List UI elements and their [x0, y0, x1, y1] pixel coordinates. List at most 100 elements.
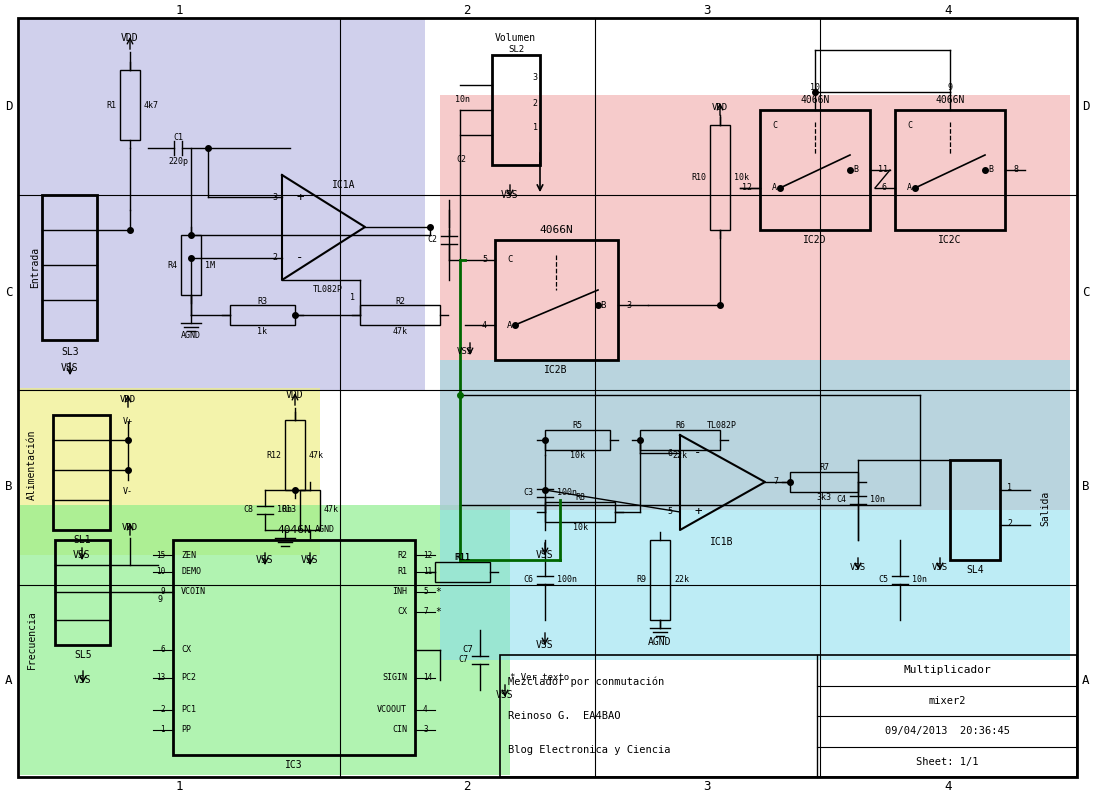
Text: 9: 9: [947, 83, 953, 92]
Text: PP: PP: [181, 726, 191, 735]
Text: C2: C2: [427, 235, 437, 245]
Text: PC2: PC2: [181, 673, 196, 682]
Text: VDD: VDD: [122, 523, 138, 533]
Text: CX: CX: [181, 646, 191, 654]
Text: R6: R6: [675, 421, 685, 431]
Bar: [435, 562, 489, 582]
Text: R8: R8: [575, 494, 585, 502]
Text: 5: 5: [482, 255, 487, 265]
Bar: [285, 420, 306, 490]
Text: IC3: IC3: [285, 760, 303, 770]
Text: 22k: 22k: [675, 576, 689, 584]
Bar: [760, 110, 871, 230]
Text: IC2B: IC2B: [544, 365, 567, 375]
Text: 4066N: 4066N: [539, 225, 573, 235]
Text: Blog Electronica y Ciencia: Blog Electronica y Ciencia: [508, 745, 670, 755]
Text: IC2C: IC2C: [938, 235, 961, 245]
Text: C: C: [507, 255, 512, 265]
Text: 7: 7: [423, 607, 428, 616]
Text: R5: R5: [573, 421, 583, 431]
Text: PC1: PC1: [181, 705, 196, 715]
Text: R13: R13: [281, 506, 296, 514]
Text: AGND: AGND: [181, 332, 201, 340]
Text: B: B: [853, 165, 858, 174]
Text: 10: 10: [810, 83, 820, 92]
Text: C: C: [772, 122, 777, 130]
Text: -: -: [694, 447, 702, 460]
Bar: [545, 430, 610, 450]
Text: 2: 2: [1007, 518, 1013, 528]
Text: * Ver texto: * Ver texto: [510, 673, 569, 682]
Text: C8: C8: [243, 506, 253, 514]
Text: VSS: VSS: [537, 640, 554, 650]
Bar: [639, 430, 721, 450]
Text: D: D: [1082, 99, 1090, 113]
Text: 11: 11: [423, 568, 433, 576]
Text: A: A: [507, 320, 512, 329]
Text: Volumen: Volumen: [495, 33, 535, 43]
Text: VSS: VSS: [73, 550, 91, 560]
Text: AGND: AGND: [648, 637, 671, 647]
Text: R1: R1: [397, 568, 407, 576]
Text: 22k: 22k: [672, 452, 688, 460]
Text: SL4: SL4: [966, 565, 983, 575]
Text: -: -: [297, 251, 303, 265]
Text: 4066N: 4066N: [800, 95, 830, 105]
Text: 4066N: 4066N: [935, 95, 965, 105]
Text: *: *: [435, 587, 441, 597]
Bar: [950, 460, 1000, 560]
Bar: [440, 95, 1070, 510]
Text: R7: R7: [819, 463, 829, 472]
Text: 10n: 10n: [277, 506, 292, 514]
Text: mixer2: mixer2: [929, 696, 966, 706]
Text: 10k: 10k: [570, 452, 585, 460]
Text: C: C: [5, 285, 13, 298]
Text: R12: R12: [266, 451, 281, 460]
Bar: [120, 70, 140, 140]
Text: A: A: [1082, 674, 1090, 688]
Text: D: D: [5, 99, 13, 113]
Text: 47k: 47k: [324, 506, 339, 514]
Bar: [42, 195, 97, 340]
Text: VDD: VDD: [122, 33, 139, 43]
Text: 2: 2: [160, 705, 165, 715]
Text: 2: 2: [532, 99, 538, 107]
Text: TL082P: TL082P: [707, 421, 737, 429]
Text: 1M: 1M: [205, 261, 215, 270]
Text: 3: 3: [423, 726, 428, 735]
Text: 3: 3: [703, 781, 711, 793]
Text: 10k: 10k: [573, 523, 588, 533]
Text: Entrada: Entrada: [30, 246, 41, 288]
Text: 1: 1: [532, 123, 538, 133]
Bar: [495, 240, 618, 360]
Text: C: C: [1082, 285, 1090, 298]
Text: C3: C3: [523, 488, 533, 497]
Text: SL3: SL3: [61, 347, 79, 357]
Text: 10n: 10n: [871, 495, 885, 505]
Text: 1: 1: [175, 781, 183, 793]
Text: 3: 3: [626, 301, 631, 309]
Text: 2: 2: [463, 781, 471, 793]
Text: 11: 11: [878, 165, 888, 174]
Bar: [650, 540, 670, 620]
Text: 47k: 47k: [392, 327, 407, 335]
Text: 3: 3: [703, 3, 711, 17]
Text: VSS: VSS: [74, 675, 92, 685]
Text: 9: 9: [158, 595, 163, 604]
Text: 09/04/2013  20:36:45: 09/04/2013 20:36:45: [885, 727, 1010, 736]
Text: 2: 2: [272, 254, 277, 262]
Text: VCOOUT: VCOOUT: [377, 705, 407, 715]
Text: VSS: VSS: [61, 363, 79, 373]
Text: 8: 8: [1013, 165, 1018, 174]
Text: +: +: [297, 191, 303, 204]
Text: +: +: [694, 506, 702, 518]
Text: 1k: 1k: [257, 327, 267, 335]
Text: IC1A: IC1A: [332, 180, 355, 190]
Text: ZEN: ZEN: [181, 550, 196, 560]
Text: C7: C7: [458, 656, 468, 665]
Text: 100n: 100n: [557, 576, 577, 584]
Text: R9: R9: [636, 576, 646, 584]
Bar: [20, 505, 510, 775]
Text: VSS: VSS: [932, 564, 948, 572]
Text: V-: V-: [123, 487, 132, 497]
